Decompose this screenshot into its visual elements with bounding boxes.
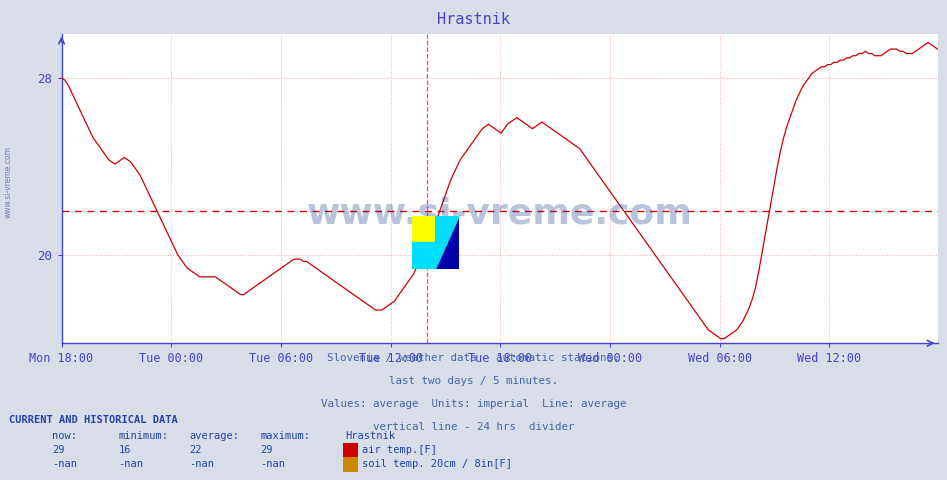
Text: 22: 22 [189,444,202,455]
Text: vertical line - 24 hrs  divider: vertical line - 24 hrs divider [373,422,574,432]
Text: last two days / 5 minutes.: last two days / 5 minutes. [389,376,558,386]
Text: minimum:: minimum: [118,431,169,441]
Text: maximum:: maximum: [260,431,311,441]
Text: Hrastnik: Hrastnik [437,12,510,27]
Text: www.si-vreme.com: www.si-vreme.com [307,196,692,230]
Text: 29: 29 [260,444,273,455]
Text: www.si-vreme.com: www.si-vreme.com [4,146,13,218]
Text: -nan: -nan [260,459,285,469]
Text: -nan: -nan [118,459,143,469]
Text: CURRENT AND HISTORICAL DATA: CURRENT AND HISTORICAL DATA [9,415,178,425]
Text: -nan: -nan [189,459,214,469]
Polygon shape [436,216,459,269]
Text: 16: 16 [118,444,131,455]
Text: -nan: -nan [52,459,77,469]
Text: average:: average: [189,431,240,441]
Text: air temp.[F]: air temp.[F] [362,444,437,455]
Text: Values: average  Units: imperial  Line: average: Values: average Units: imperial Line: av… [321,399,626,409]
Bar [412,216,436,242]
Bar [412,242,436,269]
Bar [436,216,459,269]
Text: Slovenia / weather data - automatic stations.: Slovenia / weather data - automatic stat… [328,353,619,363]
Text: now:: now: [52,431,77,441]
Text: 29: 29 [52,444,64,455]
Text: soil temp. 20cm / 8in[F]: soil temp. 20cm / 8in[F] [362,459,511,469]
Text: Hrastnik: Hrastnik [346,431,396,441]
